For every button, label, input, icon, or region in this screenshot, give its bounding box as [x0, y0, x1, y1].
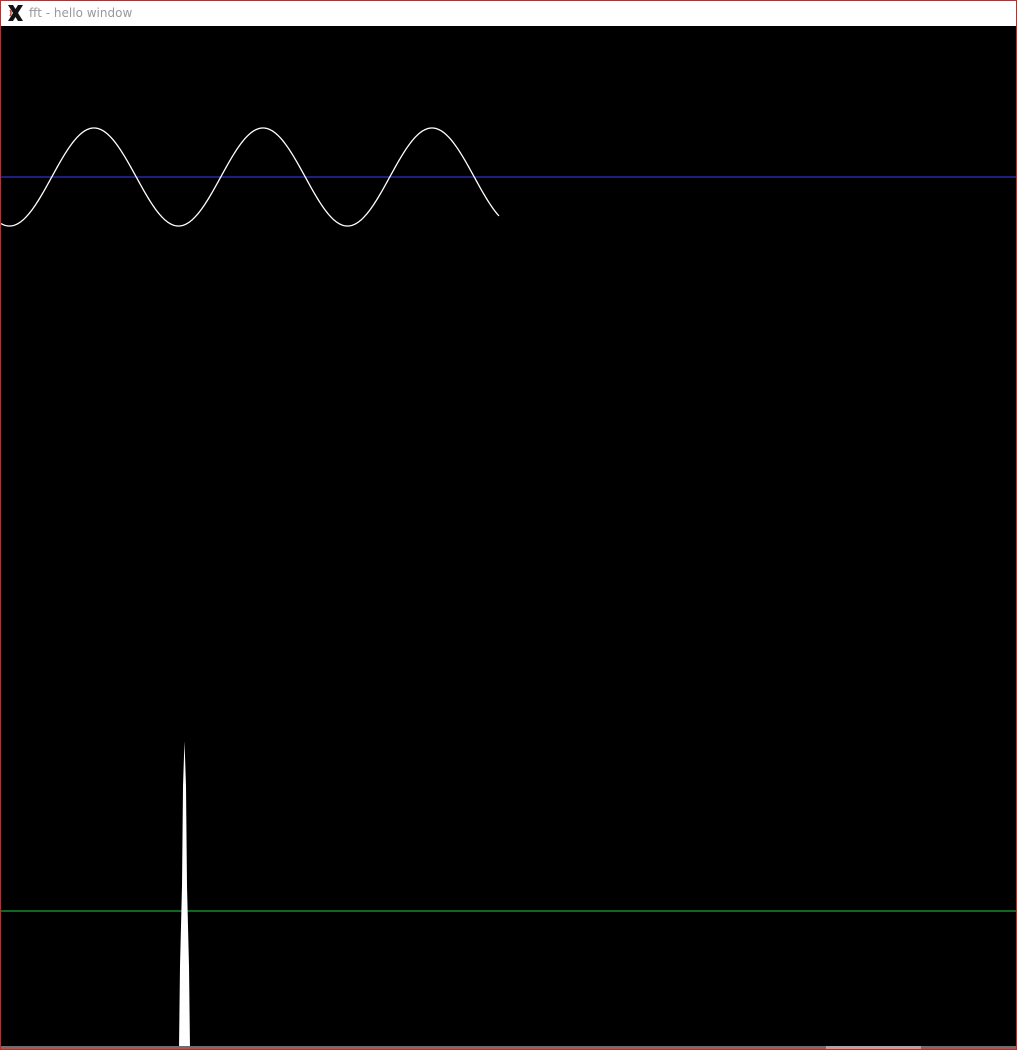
spectrum-peak	[179, 741, 190, 1049]
window-title: fft - hello window	[29, 6, 133, 20]
bottom-scroll-strip[interactable]	[1, 1046, 1016, 1049]
x-window-icon	[8, 5, 23, 21]
plot-surface	[1, 127, 1016, 1049]
sine-waveform	[1, 127, 500, 227]
title-bar[interactable]: fft - hello window	[1, 1, 1016, 26]
render-canvas	[1, 26, 1016, 1049]
scroll-thumb[interactable]	[826, 1046, 921, 1049]
